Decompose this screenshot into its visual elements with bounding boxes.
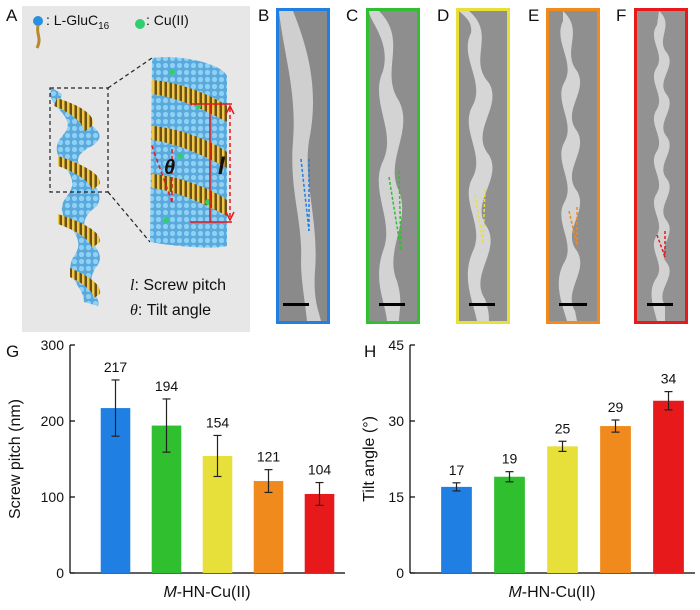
g-value-label: 217: [104, 359, 128, 375]
schematic-drawing: θ l: [33, 16, 235, 306]
h-tick-label: 30: [388, 413, 404, 429]
h-value-label: 17: [449, 462, 465, 478]
cu-ion-icon: [135, 19, 145, 29]
h-ylabel: Tilt angle (°): [361, 416, 378, 502]
g-tick-label: 100: [41, 489, 65, 505]
molecule-icon: [33, 16, 43, 49]
h-value-label: 29: [608, 399, 624, 415]
tem-image-f: [634, 8, 688, 324]
h-tick-label: 0: [396, 565, 404, 581]
h-value-label: 34: [661, 371, 677, 387]
g-tick-label: 200: [41, 413, 65, 429]
h-bar: [653, 400, 684, 573]
panel-letter-f: F: [616, 6, 627, 25]
g-value-label: 194: [155, 378, 179, 394]
h-bar: [600, 426, 631, 573]
helix-zoom: [150, 57, 227, 248]
pitch-definition: l: Screw pitch: [130, 277, 227, 294]
h-value-label: 25: [555, 420, 571, 436]
panel-letter-c: C: [346, 6, 359, 25]
chart-h: 0 15 30 45 17 19 25 29 34 Tilt angle (°) M-HN-C…: [350, 335, 700, 610]
tem-image-d: [456, 8, 510, 324]
h-value-label: 19: [502, 451, 518, 467]
tilt-definition: θ: Tilt angle: [130, 302, 212, 319]
h-bar: [547, 446, 578, 573]
g-tick-label: 0: [56, 565, 64, 581]
g-value-label: 104: [308, 462, 332, 478]
tem-image-b: [276, 8, 330, 324]
g-bar: [253, 481, 284, 573]
chart-g: 0 100 200 300 217 194 154 121 104 Screw pitch (…: [0, 335, 350, 610]
h-xlabel: M-HN-Cu(II): [508, 584, 595, 601]
g-value-label: 121: [257, 449, 281, 465]
panel-letter-h: H: [364, 342, 377, 361]
legend-molecule: : L-GluC16: [46, 12, 110, 32]
h-bar: [441, 486, 472, 573]
legend-cu-ion: : Cu(II): [146, 12, 189, 28]
tem-image-e: [546, 8, 600, 324]
tem-image-c: [366, 8, 420, 324]
h-tick-label: 15: [388, 489, 404, 505]
panel-letter-e: E: [528, 6, 540, 25]
g-tick-label: 300: [41, 337, 65, 353]
panel-letter-d: D: [437, 6, 450, 25]
g-bar: [304, 493, 335, 573]
helix-left: [50, 88, 101, 306]
panel-letter-b: B: [258, 6, 270, 25]
g-ylabel: Screw pitch (nm): [7, 399, 24, 519]
theta-label: θ: [164, 157, 175, 179]
g-value-label: 154: [206, 414, 230, 430]
zoom-box: [49, 87, 109, 193]
panel-letter-g: G: [6, 342, 20, 361]
pitch-label: l: [218, 153, 226, 180]
g-xlabel: M-HN-Cu(II): [163, 584, 250, 601]
panel-letter-a: A: [6, 6, 18, 25]
h-tick-label: 45: [388, 337, 404, 353]
h-bar: [494, 476, 525, 573]
